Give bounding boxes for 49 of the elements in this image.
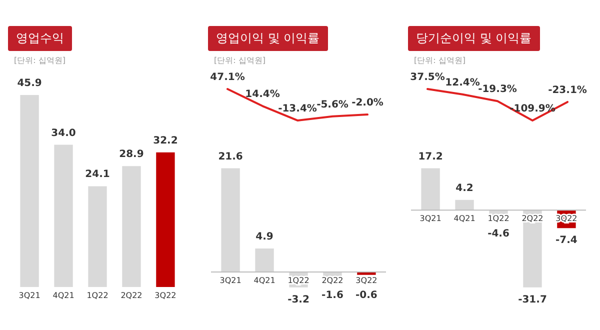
data-label: -23.1% <box>548 84 587 96</box>
data-label: -19.3% <box>478 84 517 96</box>
bar <box>88 186 107 287</box>
x-tick-label: 3Q21 <box>18 291 40 300</box>
data-label: -13.4% <box>278 103 317 114</box>
x-tick-label: 3Q21 <box>420 214 442 224</box>
bar <box>122 166 141 287</box>
x-tick-label: 4Q21 <box>52 291 74 300</box>
data-label: -7.4 <box>556 235 578 246</box>
x-tick-label: 2Q22 <box>322 276 344 285</box>
data-label: 4.9 <box>256 231 274 242</box>
x-tick-label: 4Q21 <box>254 276 276 285</box>
bar <box>54 144 73 287</box>
text: [단위: 십억원] <box>14 55 66 66</box>
x-tick-label: 1Q22 <box>488 214 510 224</box>
data-label: 47.1% <box>210 72 245 84</box>
chart-title: 영업이익 및 이익률 <box>208 26 328 51</box>
data-label: 14.4% <box>245 89 280 100</box>
data-label: 32.2 <box>153 135 178 146</box>
data-label: 24.1 <box>85 169 110 180</box>
data-label: -3.2 <box>288 294 310 306</box>
x-tick-label: 3Q21 <box>220 276 242 285</box>
x-tick-label: 1Q22 <box>86 291 108 300</box>
data-label: 45.9 <box>17 78 42 90</box>
bar <box>20 95 39 287</box>
bar <box>156 152 175 287</box>
data-label: -2.0% <box>352 98 384 109</box>
chart-title: 당기순이익 및 이익률 <box>408 26 540 51</box>
data-label: 34.0 <box>51 128 76 139</box>
data-label: -4.6 <box>488 228 510 240</box>
data-label: 4.2 <box>456 182 474 194</box>
data-label: -31.7 <box>518 294 547 306</box>
x-tick-label: 1Q22 <box>288 276 310 285</box>
data-label: -0.6 <box>356 290 378 301</box>
x-tick-label: 3Q22 <box>154 291 176 300</box>
data-label: 28.9 <box>119 149 144 160</box>
data-label: -5.6% <box>316 99 348 110</box>
x-tick-label: 2Q22 <box>522 214 544 224</box>
text: [단위: 십억원] <box>414 55 466 66</box>
x-tick-label: 4Q21 <box>454 214 476 224</box>
data-label: 17.2 <box>418 151 443 162</box>
text: [단위: 십억원] <box>214 55 266 66</box>
x-tick-label: 2Q22 <box>120 291 142 300</box>
data-label: 21.6 <box>218 151 243 162</box>
chart-title: 영업수익 <box>8 26 72 51</box>
data-label: -1.6 <box>322 290 344 301</box>
data-label: 37.5% <box>410 72 445 84</box>
x-tick-label: 3Q22 <box>356 276 378 285</box>
data-label: 12.4% <box>445 77 480 88</box>
